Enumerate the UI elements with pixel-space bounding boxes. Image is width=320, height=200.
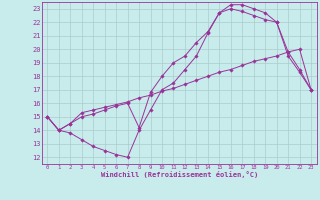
X-axis label: Windchill (Refroidissement éolien,°C): Windchill (Refroidissement éolien,°C) <box>100 171 258 178</box>
